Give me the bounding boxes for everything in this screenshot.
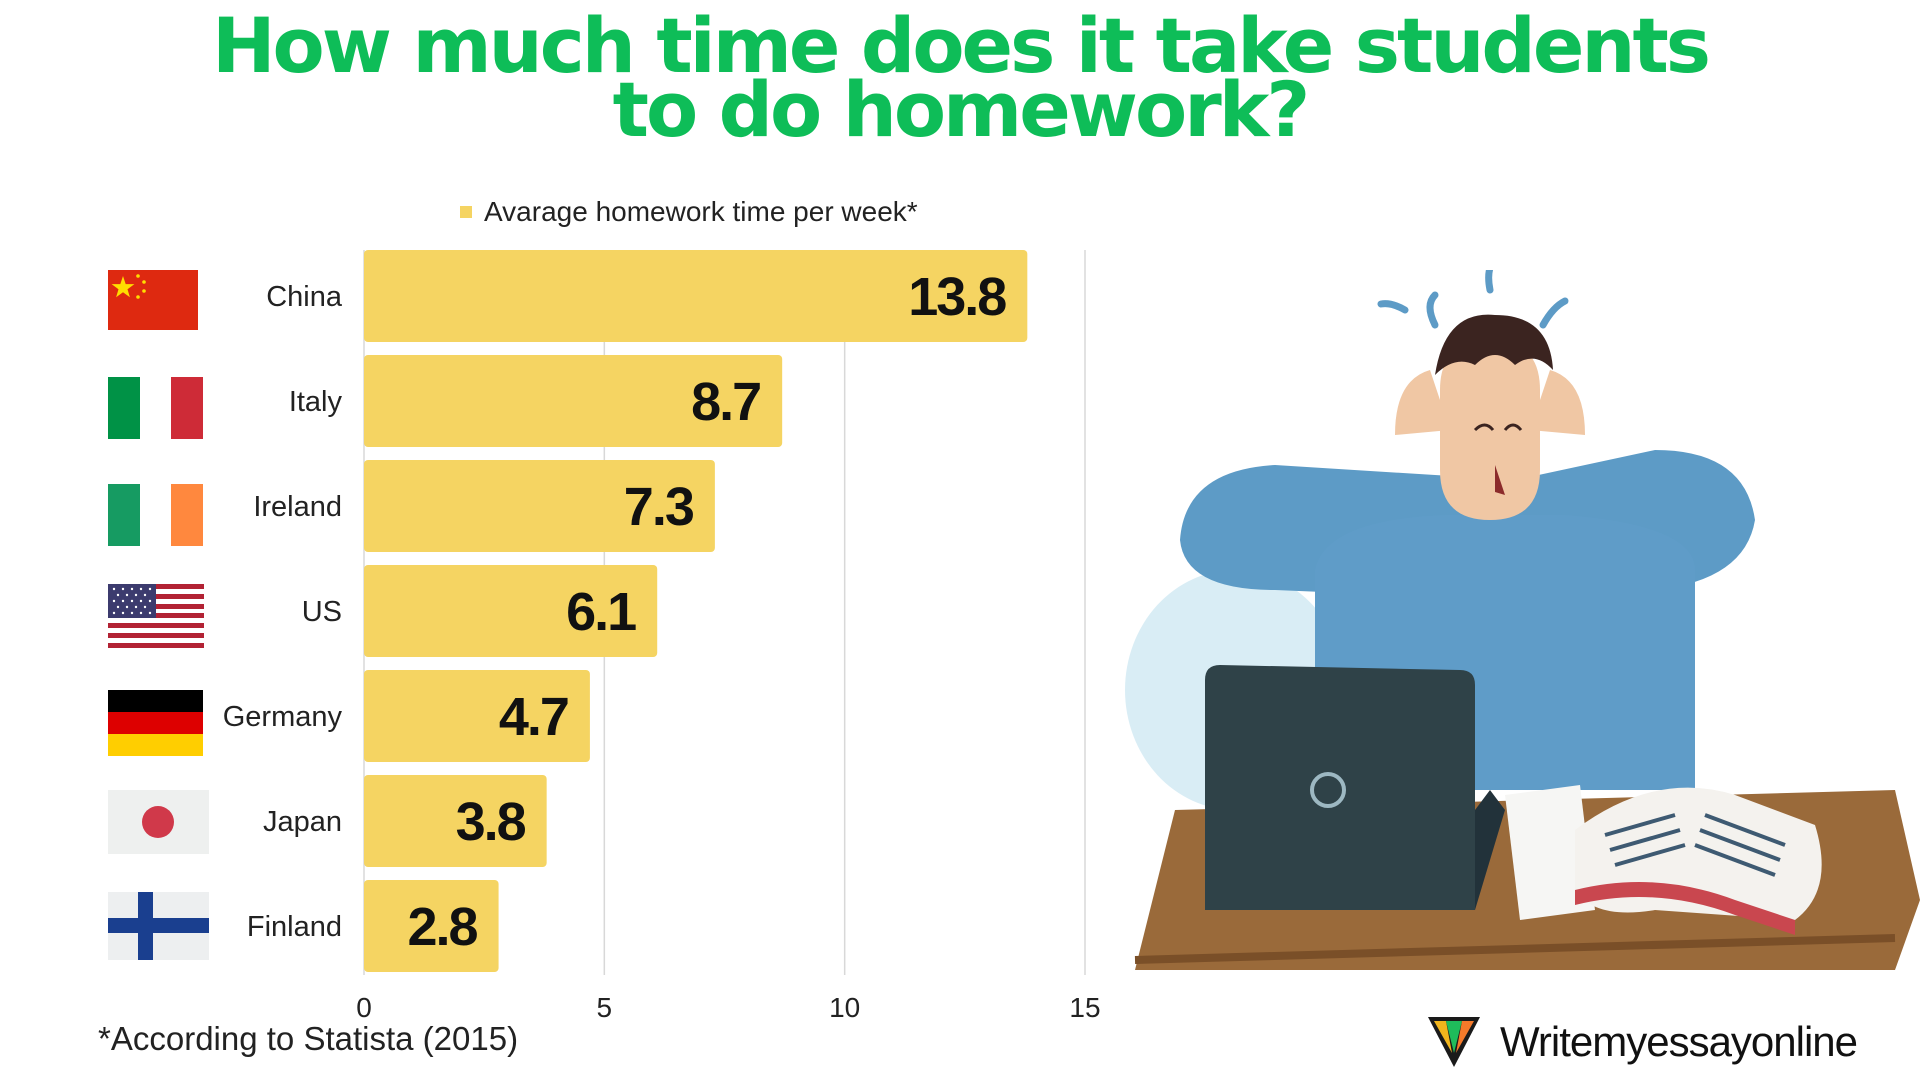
category-label: Ireland [253,491,342,523]
category-label: China [266,281,343,313]
category-label: Japan [263,806,342,838]
category-label: US [302,596,342,628]
bar [364,250,1028,342]
data-label: 6.1 [566,582,636,642]
data-label: 13.8 [908,267,1006,327]
x-tick-label: 15 [1069,992,1100,1023]
ireland-flag-icon [108,484,203,546]
data-label: 2.8 [408,897,478,957]
italy-flag-icon [108,377,203,439]
stressed-student-with-laptop-icon [1125,270,1920,970]
source-footnote: *According to Statista (2015) [98,1020,519,1057]
data-label: 4.7 [499,687,568,747]
data-label: 3.8 [456,792,526,852]
brand-logo: Writemyessayonline [1424,1008,1858,1076]
title-line-2: to do homework? [612,65,1311,154]
bar [364,565,658,657]
brand-logo-icon [1428,1017,1480,1067]
japan-flag-icon [108,790,209,854]
bar [364,460,715,552]
germany-flag-icon [108,690,203,756]
china-flag-icon [108,270,198,330]
chart-legend: Avarage homework time per week* [460,194,918,230]
bar [364,670,590,762]
chart-title: How much time does it take students to d… [0,1,1920,154]
bar [364,775,547,867]
category-label: Italy [289,386,343,418]
data-label: 8.7 [691,372,760,432]
x-tick-label: 5 [597,992,613,1023]
x-tick-label: 10 [829,992,860,1023]
category-label: Finland [247,911,342,943]
legend-swatch [460,206,472,218]
legend-label: Avarage homework time per week* [484,196,918,227]
category-label: Germany [223,701,343,733]
finland-flag-icon [108,892,209,960]
bar [364,355,783,447]
x-tick-label: 0 [356,992,372,1023]
data-label: 7.3 [624,477,694,537]
title-line-1: How much time does it take students [211,1,1711,90]
bar [364,880,499,972]
us-flag-icon [108,584,204,648]
brand-name: Writemyessayonline [1500,1018,1858,1065]
